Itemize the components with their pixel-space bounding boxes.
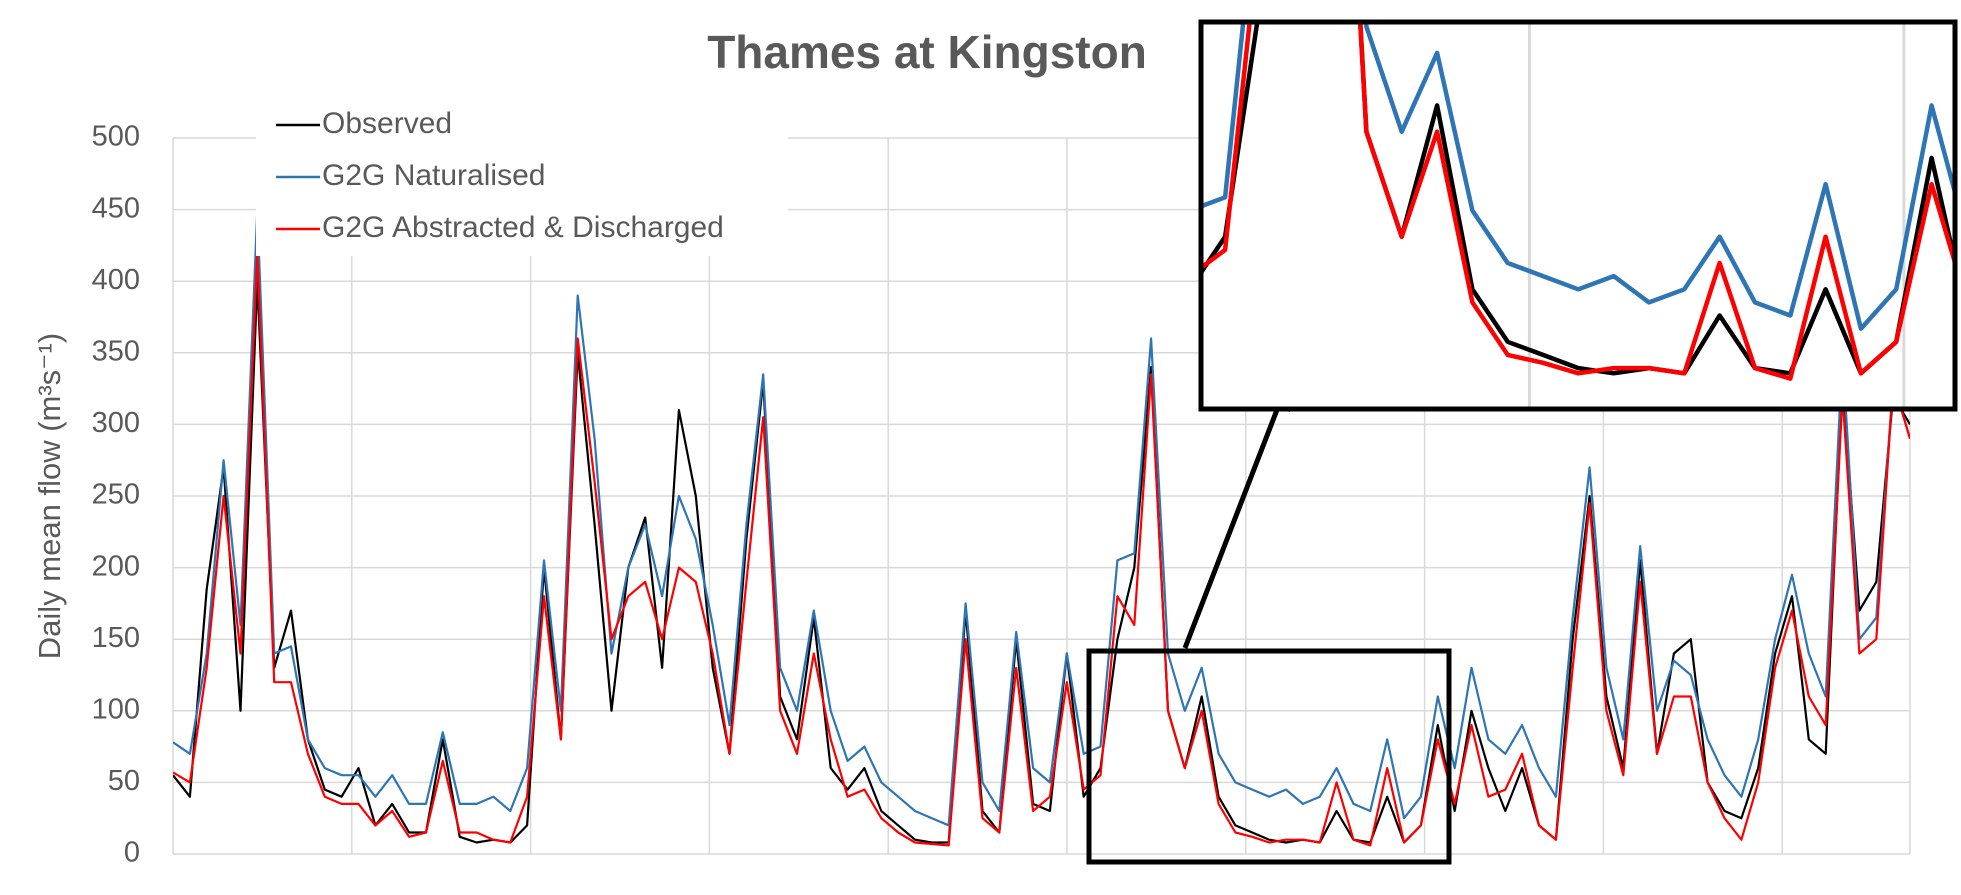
y-tick-label: 500 bbox=[92, 121, 140, 153]
y-tick-label: 450 bbox=[92, 192, 140, 224]
inset-background bbox=[1201, 22, 1955, 409]
legend-label: Observed bbox=[322, 107, 452, 140]
y-tick-label: 50 bbox=[108, 765, 140, 797]
y-tick-label: 400 bbox=[92, 264, 140, 296]
y-tick-label: 150 bbox=[92, 622, 140, 654]
y-tick-label: 200 bbox=[92, 550, 140, 582]
y-tick-label: 100 bbox=[92, 693, 140, 725]
y-axis-label: Daily mean flow (m³s⁻¹) bbox=[32, 333, 67, 659]
y-tick-label: 350 bbox=[92, 335, 140, 367]
series-line bbox=[173, 208, 1910, 827]
series-line bbox=[173, 251, 1910, 847]
y-tick-label: 0 bbox=[124, 837, 140, 869]
chart-title: Thames at Kingston bbox=[707, 26, 1147, 78]
inset-frame bbox=[1198, 19, 1958, 412]
legend-label: G2G Naturalised bbox=[322, 159, 545, 192]
plot-area bbox=[173, 208, 1910, 847]
inset-plot bbox=[1203, 24, 1953, 407]
legend-label: G2G Abstracted & Discharged bbox=[322, 211, 724, 244]
zoom-arrow bbox=[1182, 401, 1283, 649]
legend-background bbox=[256, 106, 788, 256]
legend: Observed G2G Naturalised G2G Abstracted & … bbox=[276, 107, 724, 244]
series-line bbox=[173, 280, 1910, 844]
zoom-box bbox=[1086, 648, 1452, 865]
y-tick-label: 300 bbox=[92, 407, 140, 439]
y-tick-label: 250 bbox=[92, 479, 140, 511]
